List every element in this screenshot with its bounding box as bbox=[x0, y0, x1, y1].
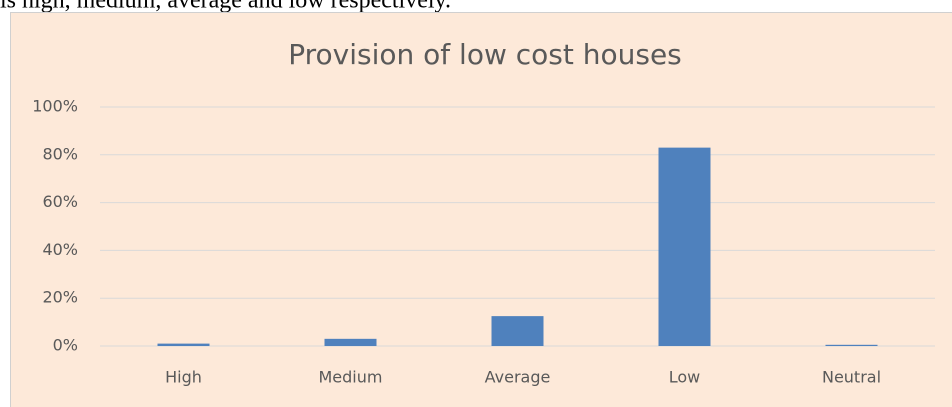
y-tick-label: 40% bbox=[42, 240, 78, 259]
chart-title: Provision of low cost houses bbox=[288, 38, 682, 71]
bar bbox=[658, 147, 711, 346]
y-tick-label: 60% bbox=[42, 192, 78, 211]
body-text: is high, medium, average and low respect… bbox=[0, 0, 451, 14]
chart-area bbox=[10, 12, 952, 407]
x-tick-label: Average bbox=[485, 368, 551, 387]
y-tick-label: 0% bbox=[53, 336, 78, 355]
y-tick-label: 20% bbox=[42, 288, 78, 307]
x-tick-label: Neutral bbox=[822, 368, 881, 387]
y-tick-label: 100% bbox=[32, 97, 78, 116]
x-tick-label: High bbox=[165, 368, 202, 387]
bar bbox=[825, 344, 878, 346]
y-tick-label: 80% bbox=[42, 144, 78, 163]
bar bbox=[491, 316, 544, 346]
bar bbox=[324, 338, 377, 346]
x-tick-label: Low bbox=[669, 368, 701, 387]
x-tick-label: Medium bbox=[319, 368, 383, 387]
bar bbox=[157, 343, 210, 346]
